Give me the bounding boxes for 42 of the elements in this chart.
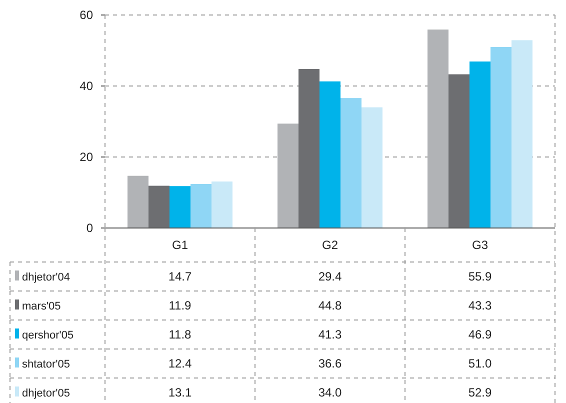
y-tick-label: 0 bbox=[86, 221, 94, 235]
data-label: 55.9 bbox=[468, 270, 492, 284]
data-label: 13.1 bbox=[168, 386, 192, 400]
bar bbox=[448, 74, 470, 228]
data-label: 11.9 bbox=[168, 298, 192, 312]
y-tick-label: 60 bbox=[80, 8, 94, 22]
data-label: 12.4 bbox=[168, 356, 192, 370]
legend-label: mars'05 bbox=[22, 300, 61, 312]
data-label: 36.6 bbox=[318, 356, 342, 370]
bar bbox=[512, 40, 532, 228]
bar bbox=[278, 124, 298, 228]
data-label: 34.0 bbox=[318, 386, 342, 400]
x-tick-label: G3 bbox=[472, 238, 488, 252]
x-tick-label: G2 bbox=[322, 238, 338, 252]
data-label: 14.7 bbox=[168, 270, 192, 284]
bar bbox=[170, 186, 190, 228]
bar bbox=[298, 68, 320, 228]
y-tick-label: 40 bbox=[80, 79, 94, 93]
bar bbox=[490, 46, 512, 228]
legend-label: dhjetor'04 bbox=[22, 272, 70, 284]
data-label: 43.3 bbox=[468, 298, 492, 312]
legend-label: shtator'05 bbox=[22, 358, 70, 370]
bar bbox=[128, 176, 148, 228]
bar bbox=[428, 30, 448, 228]
data-label: 46.9 bbox=[468, 328, 492, 342]
bar bbox=[340, 98, 362, 228]
data-label: 41.3 bbox=[318, 328, 342, 342]
bar bbox=[470, 62, 490, 228]
x-tick-label: G1 bbox=[172, 238, 188, 252]
legend-label: dhjetor'05 bbox=[22, 388, 70, 400]
data-label: 29.4 bbox=[318, 270, 342, 284]
bar bbox=[148, 186, 170, 228]
bar bbox=[320, 81, 340, 228]
data-label: 51.0 bbox=[468, 356, 492, 370]
data-label: 44.8 bbox=[318, 298, 342, 312]
data-label: 52.9 bbox=[468, 386, 492, 400]
data-label: 11.8 bbox=[168, 328, 192, 342]
bar bbox=[190, 184, 212, 228]
bar bbox=[362, 107, 382, 228]
bar bbox=[212, 181, 232, 228]
y-tick-label: 20 bbox=[80, 150, 94, 164]
legend-label: qershor'05 bbox=[22, 330, 74, 342]
